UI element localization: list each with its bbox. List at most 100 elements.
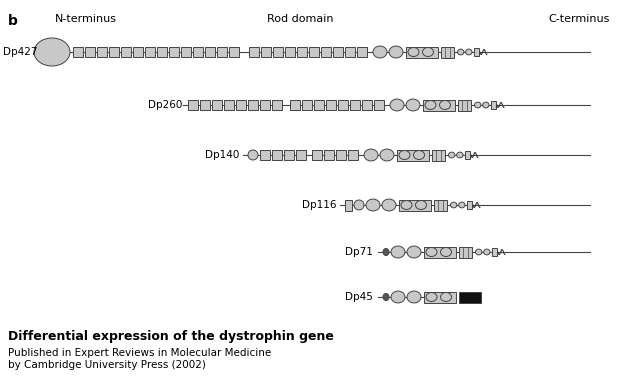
Ellipse shape: [383, 249, 389, 255]
Bar: [333, 47, 343, 57]
Ellipse shape: [408, 47, 419, 57]
Bar: [193, 47, 203, 57]
Bar: [326, 100, 336, 110]
Ellipse shape: [466, 49, 472, 55]
Bar: [97, 47, 107, 57]
Bar: [121, 47, 131, 57]
Ellipse shape: [391, 246, 405, 258]
Text: N-terminus: N-terminus: [55, 14, 117, 24]
Bar: [338, 100, 348, 110]
Ellipse shape: [422, 47, 433, 57]
Bar: [458, 99, 471, 111]
Bar: [302, 100, 312, 110]
Ellipse shape: [458, 49, 464, 55]
Ellipse shape: [459, 202, 465, 208]
Text: Dp260: Dp260: [148, 100, 182, 110]
Ellipse shape: [401, 201, 412, 210]
Bar: [374, 100, 384, 110]
Bar: [260, 150, 270, 160]
Ellipse shape: [457, 152, 463, 158]
Bar: [345, 199, 352, 210]
Bar: [491, 101, 496, 109]
Ellipse shape: [449, 152, 455, 158]
Bar: [362, 100, 372, 110]
Bar: [350, 100, 360, 110]
Bar: [229, 47, 239, 57]
Text: Dp71: Dp71: [345, 247, 373, 257]
Bar: [200, 100, 210, 110]
Bar: [324, 150, 334, 160]
Bar: [357, 47, 367, 57]
Bar: [492, 248, 497, 256]
Text: Published in Expert Reviews in Molecular Medicine: Published in Expert Reviews in Molecular…: [8, 348, 271, 358]
Bar: [406, 47, 438, 57]
Ellipse shape: [476, 249, 482, 255]
Bar: [109, 47, 119, 57]
Ellipse shape: [451, 202, 457, 208]
Bar: [181, 47, 191, 57]
Bar: [432, 149, 445, 160]
Bar: [321, 47, 331, 57]
Bar: [399, 199, 431, 210]
Bar: [272, 150, 282, 160]
Bar: [296, 150, 306, 160]
Bar: [424, 292, 456, 303]
Bar: [474, 48, 479, 56]
Text: b: b: [8, 14, 18, 28]
Ellipse shape: [382, 199, 396, 211]
Ellipse shape: [391, 291, 405, 303]
Ellipse shape: [407, 246, 421, 258]
Ellipse shape: [399, 151, 410, 160]
Bar: [285, 47, 295, 57]
Bar: [290, 100, 300, 110]
Bar: [188, 100, 198, 110]
Bar: [272, 100, 282, 110]
Bar: [217, 47, 227, 57]
Bar: [348, 150, 358, 160]
Text: Dp116: Dp116: [302, 200, 337, 210]
Ellipse shape: [366, 199, 380, 211]
Text: C-terminus: C-terminus: [548, 14, 610, 24]
Bar: [441, 47, 454, 57]
Ellipse shape: [34, 38, 70, 66]
Bar: [423, 99, 455, 111]
Ellipse shape: [364, 149, 378, 161]
Ellipse shape: [380, 149, 394, 161]
Ellipse shape: [413, 151, 424, 160]
Bar: [336, 150, 346, 160]
Text: Dp140: Dp140: [205, 150, 239, 160]
Bar: [467, 201, 472, 209]
Bar: [434, 199, 447, 210]
Bar: [309, 47, 319, 57]
Bar: [273, 47, 283, 57]
Ellipse shape: [425, 100, 436, 109]
Bar: [312, 150, 322, 160]
Text: Differential expression of the dystrophin gene: Differential expression of the dystrophi…: [8, 330, 334, 343]
Text: Rod domain: Rod domain: [267, 14, 333, 24]
Ellipse shape: [440, 292, 451, 301]
Text: by Cambridge University Press (2002): by Cambridge University Press (2002): [8, 360, 206, 370]
Bar: [314, 100, 324, 110]
Ellipse shape: [426, 292, 437, 301]
Bar: [284, 150, 294, 160]
Bar: [297, 47, 307, 57]
Bar: [261, 47, 271, 57]
Bar: [424, 246, 456, 258]
Ellipse shape: [407, 291, 421, 303]
Bar: [169, 47, 179, 57]
Text: Dp45: Dp45: [345, 292, 373, 302]
Bar: [145, 47, 155, 57]
Bar: [397, 149, 429, 160]
Ellipse shape: [383, 294, 389, 301]
Ellipse shape: [483, 102, 489, 108]
Bar: [205, 47, 215, 57]
Bar: [260, 100, 270, 110]
Ellipse shape: [406, 99, 420, 111]
Bar: [73, 47, 83, 57]
Bar: [249, 47, 259, 57]
Bar: [212, 100, 222, 110]
Ellipse shape: [248, 150, 258, 160]
Ellipse shape: [354, 200, 364, 210]
Bar: [157, 47, 167, 57]
Ellipse shape: [390, 99, 404, 111]
